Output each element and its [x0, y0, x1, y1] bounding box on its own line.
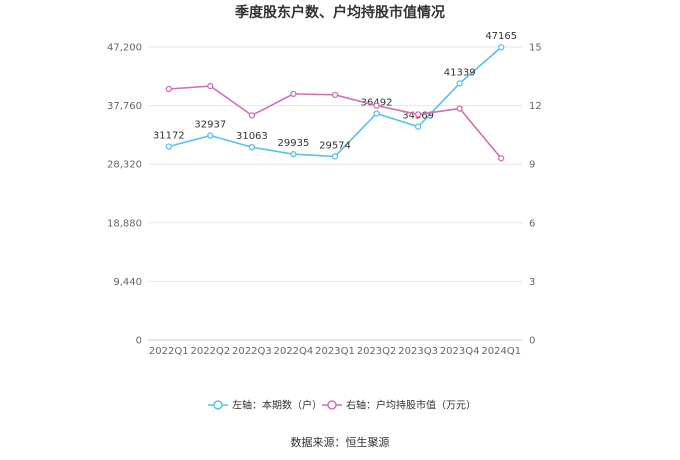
x-tick-label: 2023Q1	[315, 346, 355, 357]
data-label: 31063	[236, 131, 268, 142]
x-tick-label: 2022Q4	[274, 346, 314, 357]
data-label: 31172	[153, 130, 185, 141]
legend-label: 右轴：户均持股市值（万元）	[346, 399, 476, 412]
x-tick-label: 2024Q1	[481, 346, 521, 357]
left-axis-tick-label: 28,320	[107, 160, 142, 171]
data-point	[165, 85, 172, 93]
data-point	[373, 102, 380, 109]
series-avg-value	[165, 82, 505, 162]
data-point	[373, 110, 380, 117]
data-point	[498, 44, 505, 51]
right-axis-tick-label: 15	[529, 43, 542, 54]
grid	[148, 46, 522, 282]
right-axis-tick-label: 12	[529, 101, 542, 112]
x-tick-label: 2022Q3	[232, 346, 272, 357]
x-axis: 2022Q1 2022Q2 2022Q3 2022Q4 2023Q1 2023Q2 2023…	[148, 339, 522, 357]
x-tick-label: 2023Q4	[440, 346, 480, 357]
right-axis-tick-label: 6	[529, 218, 535, 229]
data-point	[248, 112, 256, 119]
source-note: 数据来源：恒生聚源	[291, 435, 390, 449]
data-point	[414, 111, 422, 118]
x-tick-label: 2023Q2	[357, 346, 397, 357]
legend: 左轴：本期数（户） 右轴：户均持股市值（万元）	[208, 399, 476, 412]
x-tick-label: 2022Q2	[190, 346, 230, 357]
data-point	[331, 153, 339, 160]
legend-item-holders: 左轴：本期数（户）	[208, 399, 322, 412]
right-axis-tick-label: 9	[529, 160, 535, 171]
chart-title: 季度股东户数、户均持股市值情况	[234, 4, 445, 21]
right-axis-tick-label: 3	[529, 277, 535, 288]
data-label: 47165	[485, 31, 517, 42]
data-label: 29935	[278, 138, 310, 149]
data-point	[456, 80, 463, 87]
data-point	[165, 143, 172, 150]
left-axis: 0 9,440 18,880 28,320 37,760 47,200	[107, 43, 142, 347]
data-point	[290, 90, 297, 98]
legend-marker	[327, 400, 337, 410]
data-point	[207, 132, 214, 139]
left-axis-tick-label: 0	[136, 336, 142, 347]
x-tick-label: 2022Q1	[149, 346, 189, 357]
left-axis-tick-label: 18,880	[107, 218, 142, 229]
legend-label: 左轴：本期数（户）	[232, 399, 322, 412]
right-axis-tick-label: 0	[529, 336, 535, 347]
data-point	[331, 91, 339, 99]
right-axis: 0 3 6 9 12 15	[529, 43, 542, 347]
left-axis-tick-label: 47,200	[107, 43, 142, 54]
data-label: 41339	[444, 67, 476, 78]
x-tick-label: 2023Q3	[398, 346, 438, 357]
series: 3117232937310632993529574364923436941339…	[153, 31, 517, 162]
legend-marker	[213, 400, 223, 410]
data-point	[248, 144, 256, 151]
data-point	[290, 151, 297, 158]
legend-item-avg-value: 右轴：户均持股市值（万元）	[322, 399, 476, 412]
data-label: 29574	[319, 140, 351, 151]
data-point	[498, 155, 505, 162]
left-axis-tick-label: 37,760	[107, 101, 142, 112]
left-axis-tick-label: 9,440	[113, 277, 142, 288]
data-point	[207, 82, 214, 90]
data-point	[456, 105, 463, 112]
data-label: 32937	[194, 120, 226, 131]
data-point	[414, 123, 422, 130]
